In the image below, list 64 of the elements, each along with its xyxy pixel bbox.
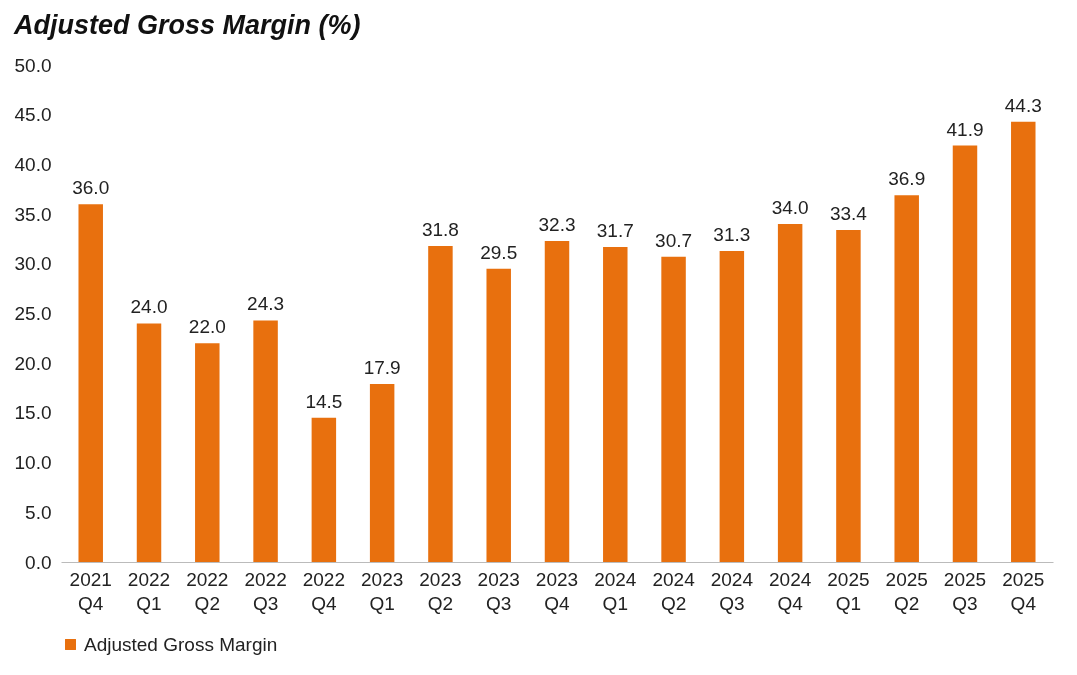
data-label: 29.5: [480, 241, 518, 263]
chart-title: Adjusted Gross Margin (%): [13, 10, 361, 40]
x-tick-label: 2024 Q2: [652, 568, 696, 614]
data-label: 36.0: [72, 177, 110, 199]
x-tick-label: 2023 Q2: [419, 568, 462, 614]
y-tick-label: 20.0: [14, 352, 52, 374]
bar: [544, 240, 570, 562]
x-tick-label: 2023 Q3: [477, 568, 520, 614]
data-label: 34.0: [771, 197, 809, 219]
y-tick-label: 0.0: [25, 551, 52, 573]
bar: [78, 204, 103, 562]
x-tick-label: 2025 Q1: [827, 568, 870, 614]
bar: [195, 343, 220, 562]
bar: [836, 230, 861, 562]
legend-label: Adjusted Gross Margin: [84, 633, 278, 655]
data-label: 30.7: [655, 229, 693, 251]
y-tick-label: 40.0: [14, 153, 52, 175]
data-label: 33.4: [829, 203, 868, 224]
bar: [894, 195, 919, 562]
x-tick-label: 2025 Q3: [943, 568, 987, 614]
x-tick-label: 2022 Q3: [244, 568, 287, 614]
data-label: 31.3: [713, 223, 751, 245]
data-label: 31.8: [421, 218, 459, 240]
x-tick-label: 2022 Q4: [302, 568, 345, 614]
bar: [428, 245, 453, 562]
y-tick-label: 35.0: [14, 203, 52, 225]
bar: [603, 246, 628, 562]
bar: [369, 384, 395, 562]
bar: [661, 256, 686, 562]
data-label: 41.9: [946, 118, 984, 140]
x-tick-label: 2024 Q4: [769, 568, 812, 614]
x-tick-label: 2025 Q4: [1002, 568, 1045, 614]
data-label: 22.0: [188, 316, 226, 338]
y-tick-label: 25.0: [14, 303, 52, 324]
x-tick-label: 2024 Q1: [594, 568, 637, 614]
bar: [719, 250, 745, 562]
data-label: 32.3: [538, 213, 576, 235]
bar: [253, 320, 278, 562]
bar: [486, 268, 511, 562]
bar: [777, 224, 803, 562]
x-tick-label: 2025 Q2: [885, 568, 928, 614]
y-tick-label: 10.0: [14, 452, 52, 474]
data-label: 36.9: [888, 168, 926, 190]
data-label: 24.0: [130, 296, 168, 318]
y-tick-label: 30.0: [14, 253, 52, 275]
y-tick-label: 5.0: [25, 501, 52, 523]
x-tick-label: 2024 Q3: [710, 568, 754, 614]
data-label: 31.7: [596, 219, 634, 241]
data-label: 14.5: [305, 390, 343, 412]
x-tick-label: 2022 Q2: [186, 568, 229, 614]
y-tick-label: 15.0: [14, 402, 52, 424]
data-label: 44.3: [1004, 94, 1042, 116]
x-tick-label: 2021 Q4: [69, 568, 112, 614]
bar: [311, 417, 337, 562]
y-tick-label: 45.0: [14, 104, 52, 126]
x-tick-label: 2022 Q1: [127, 568, 171, 614]
data-label: 17.9: [363, 357, 401, 379]
data-label: 24.3: [247, 293, 285, 315]
x-tick-label: 2023 Q4: [535, 568, 579, 614]
x-tick-label: 2023 Q1: [361, 568, 404, 614]
bar: [1011, 121, 1036, 562]
bar: [952, 145, 978, 562]
y-tick-label: 50.0: [14, 54, 52, 76]
bar: [136, 323, 162, 562]
